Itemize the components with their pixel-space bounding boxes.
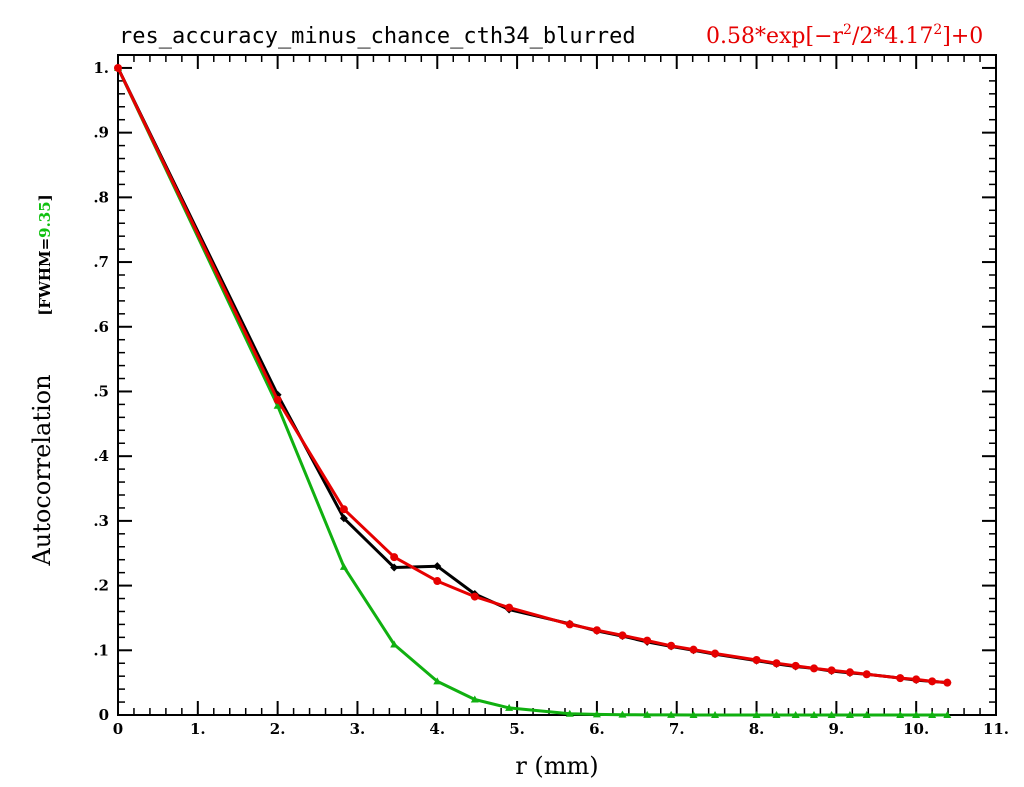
- red-series-point: [896, 674, 905, 683]
- red-series-point: [791, 661, 800, 670]
- red-series-point: [845, 668, 854, 677]
- green-series: [114, 63, 952, 718]
- red-series-point: [390, 553, 399, 562]
- red-series-point: [928, 677, 937, 686]
- y-axis-label: Autocorrelation: [28, 374, 56, 566]
- green-series-point: [505, 703, 514, 711]
- y-tick-label: .8: [93, 188, 109, 206]
- green-series-point: [845, 711, 854, 718]
- x-tick-label: 0: [113, 720, 123, 738]
- y-tick-label: .4: [93, 447, 109, 465]
- black-series-point: [390, 563, 399, 572]
- series-layer: [114, 63, 952, 718]
- green-series-point: [618, 710, 627, 718]
- red-series-point: [565, 620, 574, 629]
- red-series-point: [339, 505, 348, 514]
- y-tick-label: .1: [93, 641, 109, 659]
- red-series-point: [273, 395, 282, 404]
- x-tick-label: 11.: [983, 720, 1009, 738]
- green-series-point: [791, 711, 800, 718]
- formula-op1: *exp[−r: [755, 24, 844, 49]
- red-series-point: [711, 649, 720, 658]
- axis-tick-labels: 0 1. 2. 3. 4. 5. 6. 7. 8. 9. 10. 11. 0 .1 .2 .3 .4 .5 .6 .7…: [93, 59, 1009, 738]
- x-tick-label: 2.: [270, 720, 286, 738]
- chart-title: res_accuracy_minus_chance_cth34_blurred: [119, 24, 636, 49]
- fwhm-open: [FWHM=: [36, 238, 54, 316]
- red-series-point: [114, 63, 122, 72]
- green-series-point: [273, 401, 282, 409]
- green-series-point: [643, 710, 652, 718]
- red-series: [114, 63, 952, 687]
- red-series-point: [772, 659, 781, 668]
- x-tick-label: 4.: [429, 720, 445, 738]
- y-tick-label: 1.: [93, 59, 109, 77]
- green-series-point: [752, 711, 761, 718]
- green-series-point: [592, 710, 601, 718]
- green-series-point: [862, 711, 871, 718]
- fwhm-label: [FWHM=9.35]: [36, 194, 54, 316]
- x-axis-label: r (mm): [515, 752, 598, 780]
- red-series-point: [667, 641, 676, 650]
- x-tick-label: 8.: [749, 720, 765, 738]
- red-series-point: [752, 656, 761, 664]
- formula-sup1: 2: [843, 22, 852, 38]
- green-series-point: [339, 562, 348, 570]
- red-series-point: [810, 664, 819, 673]
- formula-sup2: 2: [933, 22, 942, 38]
- plot-frame: [117, 54, 997, 716]
- green-series-point: [667, 710, 676, 718]
- red-series-point: [827, 666, 836, 675]
- green-series-point: [810, 711, 819, 718]
- red-series-point: [689, 645, 698, 654]
- green-series-point: [470, 695, 479, 703]
- y-tick-label: .3: [93, 512, 109, 530]
- green-series-point: [390, 640, 399, 648]
- black-series-point: [433, 562, 442, 571]
- black-series-point: [339, 514, 348, 523]
- x-tick-label: 6.: [589, 720, 605, 738]
- x-tick-label: 5.: [509, 720, 525, 738]
- red-series-point: [592, 626, 601, 635]
- formula-tail: ]+0: [942, 24, 983, 49]
- y-tick-label: .5: [93, 382, 109, 400]
- x-tick-label: 3.: [350, 720, 366, 738]
- red-series-point: [433, 577, 442, 586]
- y-tick-label: .2: [93, 577, 109, 595]
- formula-coef: 0.58: [706, 24, 755, 49]
- green-series-point: [943, 711, 952, 718]
- fit-formula: 0.58*exp[−r2/2*4.172]+0: [706, 22, 983, 49]
- y-tick-label: .6: [93, 318, 109, 336]
- green-series-point: [896, 711, 905, 718]
- y-tick-label: .9: [93, 124, 109, 142]
- green-series-point: [772, 711, 781, 718]
- fwhm-value: 9.35: [36, 201, 54, 238]
- red-series-point: [618, 631, 627, 640]
- green-series-point: [565, 709, 574, 717]
- x-tick-label: 7.: [669, 720, 685, 738]
- x-tick-label: 9.: [829, 720, 845, 738]
- x-tick-label: 10.: [903, 720, 929, 738]
- y-tick-label: 0: [99, 706, 109, 724]
- red-series-point: [912, 675, 921, 684]
- green-series-point: [912, 711, 921, 718]
- green-series-point: [689, 711, 698, 718]
- green-series-point: [827, 711, 836, 718]
- red-series-point: [505, 603, 514, 612]
- fwhm-close: ]: [36, 194, 54, 201]
- red-series-point: [943, 678, 952, 687]
- axis-ticks: [117, 55, 997, 716]
- x-tick-label: 1.: [190, 720, 206, 738]
- y-tick-label: .7: [93, 253, 109, 271]
- formula-mid: /2*4.17: [852, 24, 933, 49]
- red-series-point: [470, 592, 479, 601]
- green-series-point: [928, 711, 937, 718]
- green-series-point: [711, 711, 720, 718]
- green-series-point: [433, 677, 442, 685]
- red-series-point: [643, 636, 652, 645]
- red-series-point: [862, 670, 871, 679]
